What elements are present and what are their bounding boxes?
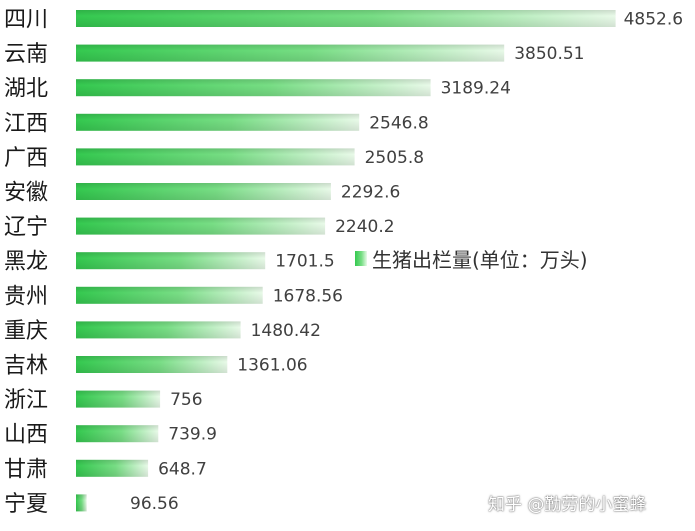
value-label-13: 648.7 [158, 459, 207, 479]
bar-shade-0 [76, 10, 616, 27]
bar-shade-11 [76, 390, 161, 408]
value-label-4: 2505.8 [365, 148, 424, 168]
value-label-1: 3850.51 [514, 44, 584, 64]
value-label-10: 1361.06 [237, 356, 307, 376]
category-label-10: 吉林 [4, 354, 48, 379]
bar-shade-9 [76, 321, 241, 339]
bar-shade-12 [76, 425, 159, 443]
value-label-11: 756 [170, 390, 202, 410]
bar-shade-7 [76, 252, 266, 270]
bar-shade-6 [76, 217, 326, 235]
category-label-4: 广西 [4, 146, 48, 171]
category-label-9: 重庆 [4, 319, 48, 344]
bar-shade-10 [76, 356, 228, 373]
bar-shade-13 [76, 459, 149, 477]
value-label-0: 4852.6 [624, 10, 683, 30]
value-label-2: 3189.24 [441, 79, 511, 99]
value-label-3: 2546.8 [369, 113, 428, 133]
category-label-1: 云南 [4, 42, 48, 67]
category-label-7: 黑龙 [4, 250, 48, 275]
value-label-6: 2240.2 [335, 217, 394, 237]
bar-shade-8 [76, 286, 263, 304]
bar-shade-3 [76, 113, 360, 131]
legend-swatch [355, 251, 367, 266]
category-label-14: 宁夏 [4, 492, 48, 517]
bar-shade-14 [76, 494, 87, 512]
bar-shade-2 [76, 79, 431, 97]
labels: 四川 4852.6 云南 3850.51 湖北 3189.24 江西 2546.8 广西 2505… [4, 8, 683, 517]
value-label-8: 1678.56 [273, 286, 343, 306]
value-label-14: 96.56 [130, 494, 179, 514]
category-label-13: 甘肃 [4, 457, 48, 482]
legend-label: 生猪出栏量(单位：万头) [372, 248, 588, 272]
category-label-3: 江西 [4, 111, 48, 136]
value-label-7: 1701.5 [275, 252, 334, 272]
bar-shade-5 [76, 183, 331, 200]
value-label-12: 739.9 [168, 425, 217, 445]
bar-shade-1 [76, 44, 505, 62]
value-label-9: 1480.42 [251, 321, 321, 341]
category-label-5: 安徽 [4, 181, 48, 206]
watermark: 知乎 @勤劳的小蜜蜂 [488, 495, 647, 515]
bars [76, 10, 616, 512]
category-label-6: 辽宁 [4, 215, 48, 240]
bar-shade-4 [76, 148, 355, 166]
category-label-11: 浙江 [4, 388, 48, 413]
category-label-0: 四川 [4, 8, 48, 33]
category-label-8: 贵州 [4, 284, 48, 309]
legend: 生猪出栏量(单位：万头) [355, 248, 588, 272]
category-label-12: 山西 [4, 423, 48, 448]
value-label-5: 2292.6 [341, 183, 400, 203]
category-label-2: 湖北 [4, 77, 48, 102]
